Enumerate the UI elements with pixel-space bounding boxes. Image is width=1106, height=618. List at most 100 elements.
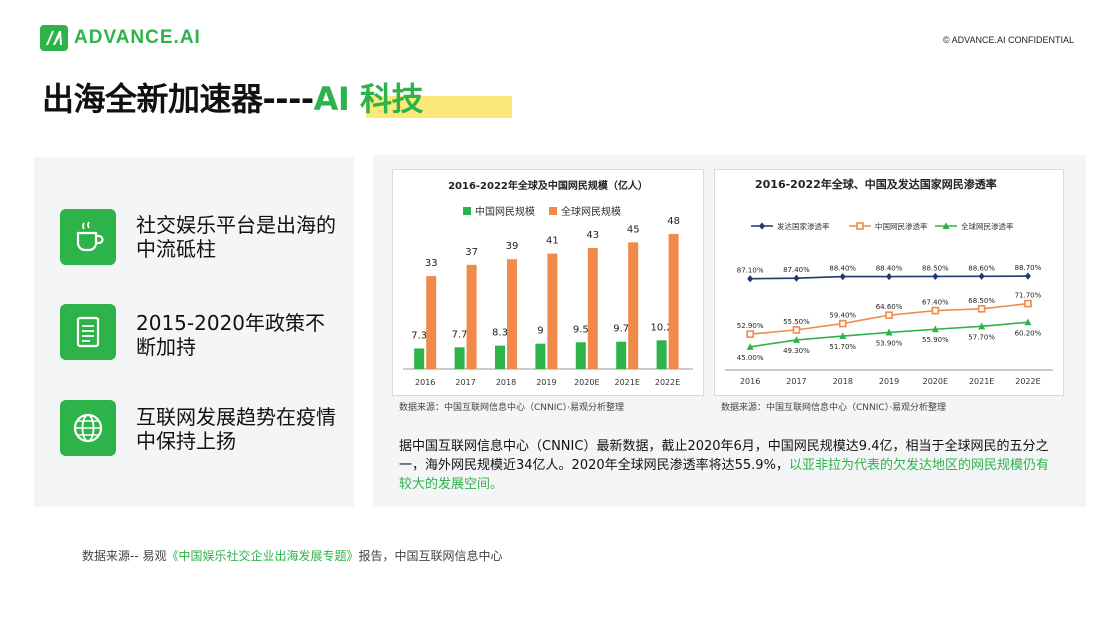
x-tick-4: 2020E: [923, 377, 948, 386]
description: 据中国互联网信息中心（CNNIC）最新数据，截止2020年6月，中国网民规模达9…: [399, 437, 1049, 494]
point-2-6: [1024, 318, 1032, 326]
point-0-6: [1024, 272, 1031, 280]
legend-swatch-1: [549, 207, 557, 215]
line-chart-source: 数据来源：中国互联网信息中心（CNNIC）·易观分析整理: [721, 403, 947, 413]
bar-1-0: [426, 276, 437, 369]
data-label-2-4: 55.90%: [922, 336, 949, 344]
data-label-1-2: 39: [506, 241, 519, 252]
data-label-1-3: 41: [546, 236, 559, 247]
bar-0-2: [495, 345, 505, 369]
feature-text-social: 社交娱乐平台是出海的中流砥柱: [136, 213, 336, 261]
line-chart: 2016-2022年全球、中国及发达国家网民渗透率 发达国家渗透率 中国网民渗透率…: [725, 178, 1053, 386]
data-label-0-5: 88.60%: [968, 264, 995, 272]
data-label-1-1: 55.50%: [783, 318, 810, 326]
logo-mark: [40, 25, 68, 51]
footer-source: 数据来源-- 易观《中国娱乐社交企业出海发展专题》报告，中国互联网信息中心: [82, 547, 503, 564]
point-1-2: [838, 319, 847, 328]
legend-label-0: 中国网民规模: [475, 205, 535, 218]
x-tick-6: 2022E: [655, 378, 680, 387]
data-label-0-0: 87.10%: [737, 267, 764, 275]
data-label-2-2: 51.70%: [829, 343, 856, 351]
globe-icon: [60, 400, 116, 456]
page-title-accent: AI 科技: [313, 80, 424, 118]
data-label-0-4: 9.5: [573, 324, 589, 335]
bar-0-3: [535, 343, 546, 369]
data-label-0-0: 7.3: [411, 330, 427, 341]
data-label-2-0: 45.00%: [737, 354, 764, 362]
point-1-6: [1024, 299, 1032, 308]
x-tick-1: 2017: [786, 377, 806, 386]
point-2-3: [885, 328, 893, 336]
data-label-0-1: 87.40%: [783, 266, 810, 274]
bar-0-6: [656, 340, 667, 369]
data-label-1-0: 52.90%: [737, 322, 764, 330]
x-tick-0: 2016: [415, 378, 435, 387]
logo-text: ADVANCE.AI: [74, 27, 201, 48]
data-label-0-6: 10.2: [650, 322, 672, 333]
point-1-3: [885, 311, 893, 319]
line-chart-box: 2016-2022年全球、中国及发达国家网民渗透率 发达国家渗透率 中国网民渗透率…: [714, 169, 1064, 396]
x-tick-2: 2018: [496, 378, 516, 387]
data-label-0-2: 8.3: [492, 328, 508, 339]
data-label-0-3: 9: [537, 326, 543, 337]
point-1-5: [977, 305, 986, 313]
data-label-1-2: 59.40%: [829, 312, 856, 320]
data-label-1-6: 48: [667, 216, 680, 227]
data-label-1-0: 33: [425, 258, 438, 269]
feature-text-internet: 互联网发展趋势在疫情中保持上扬: [136, 405, 336, 453]
bar-0-1: [454, 347, 465, 369]
data-label-1-4: 67.40%: [922, 299, 949, 307]
bar-0-0: [414, 348, 425, 369]
point-0-4: [932, 272, 939, 281]
x-tick-2: 2018: [833, 377, 853, 386]
point-2-2: [839, 332, 847, 340]
data-label-1-5: 45: [627, 224, 640, 235]
x-tick-0: 2016: [740, 377, 760, 386]
data-label-0-1: 7.7: [452, 329, 468, 340]
bar-0-5: [616, 341, 627, 369]
legend-label-2: 全球网民渗透率: [961, 221, 1014, 231]
legend-label-0: 发达国家渗透率: [777, 221, 830, 231]
data-label-1-1: 37: [465, 247, 478, 258]
page-title: 出海全新加速器----AI 科技: [42, 74, 423, 120]
point-2-0: [746, 343, 754, 350]
data-label-1-5: 68.50%: [968, 297, 995, 305]
bar-chart-title: 2016-2022年全球及中国网民规模（亿人）: [448, 179, 648, 192]
legend-label-1: 全球网民规模: [561, 205, 621, 218]
bar-1-6: [668, 233, 679, 369]
x-tick-3: 2019: [879, 377, 899, 386]
point-2-4: [931, 325, 939, 333]
description-highlight: 以亚非拉为代表的欠发达地区的网民规模仍有较大的发展空间。: [399, 458, 1049, 492]
footer-highlight: 《中国娱乐社交企业出海发展专题》: [166, 549, 359, 563]
point-0-2: [839, 272, 846, 281]
point-1-0: [746, 330, 754, 338]
line-chart-title: 2016-2022年全球、中国及发达国家网民渗透率: [755, 178, 997, 191]
x-tick-5: 2021E: [614, 378, 639, 387]
logo-icon: [46, 31, 62, 45]
point-0-3: [886, 272, 893, 281]
x-tick-5: 2021E: [969, 377, 994, 386]
data-label-1-3: 64.60%: [876, 303, 903, 311]
point-0-1: [793, 274, 800, 282]
data-label-2-5: 57.70%: [968, 333, 995, 341]
page-title-main: 出海全新加速器----: [42, 80, 314, 118]
legend-marker-1: [856, 222, 864, 230]
point-0-5: [978, 272, 985, 280]
bar-1-3: [547, 253, 558, 369]
bar-1-5: [628, 242, 639, 369]
data-label-0-2: 88.40%: [829, 265, 856, 273]
confidential-label: © ADVANCE.AI CONFIDENTIAL: [943, 35, 1074, 45]
x-tick-3: 2019: [536, 378, 556, 387]
data-label-1-6: 71.70%: [1015, 292, 1042, 300]
feature-text-policy: 2015-2020年政策不断加持: [136, 311, 326, 359]
document-icon: [60, 304, 116, 360]
data-label-2-3: 53.90%: [876, 339, 903, 347]
bar-chart-box: 2016-2022年全球及中国网民规模（亿人） 中国网民规模 全球网民规模 7.3…: [392, 169, 704, 396]
x-tick-4: 2020E: [574, 378, 599, 387]
bar-1-4: [587, 247, 598, 369]
bar-0-4: [575, 342, 586, 369]
point-0-0: [747, 275, 754, 283]
title-highlight-bar: [366, 96, 512, 118]
legend-label-1: 中国网民渗透率: [875, 221, 928, 231]
data-label-0-6: 88.70%: [1015, 264, 1042, 272]
